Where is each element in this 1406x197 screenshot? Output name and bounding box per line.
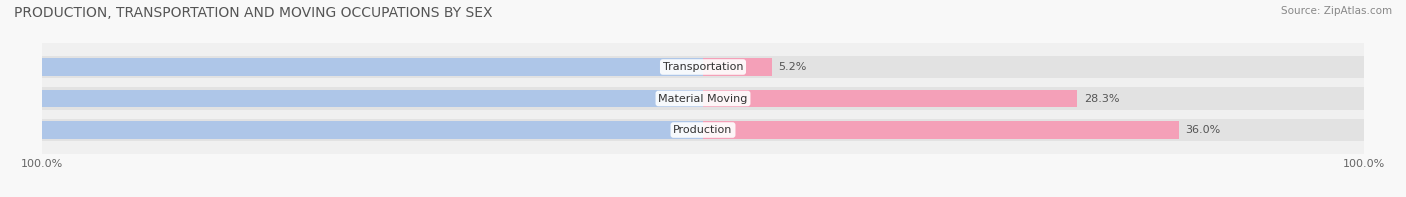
Text: 28.3%: 28.3% bbox=[1084, 94, 1119, 103]
Bar bbox=[703, 90, 1077, 107]
Text: Source: ZipAtlas.com: Source: ZipAtlas.com bbox=[1281, 6, 1392, 16]
Bar bbox=[42, 56, 1364, 78]
Text: Production: Production bbox=[673, 125, 733, 135]
Bar bbox=[42, 87, 1364, 110]
Bar bbox=[42, 119, 1364, 141]
Bar bbox=[703, 58, 772, 76]
Text: Transportation: Transportation bbox=[662, 62, 744, 72]
Bar bbox=[703, 121, 1178, 139]
Bar bbox=[0, 58, 703, 76]
Bar bbox=[0, 90, 703, 107]
Text: Material Moving: Material Moving bbox=[658, 94, 748, 103]
Bar bbox=[0, 121, 703, 139]
Text: 5.2%: 5.2% bbox=[779, 62, 807, 72]
Text: PRODUCTION, TRANSPORTATION AND MOVING OCCUPATIONS BY SEX: PRODUCTION, TRANSPORTATION AND MOVING OC… bbox=[14, 6, 492, 20]
Text: 36.0%: 36.0% bbox=[1185, 125, 1220, 135]
